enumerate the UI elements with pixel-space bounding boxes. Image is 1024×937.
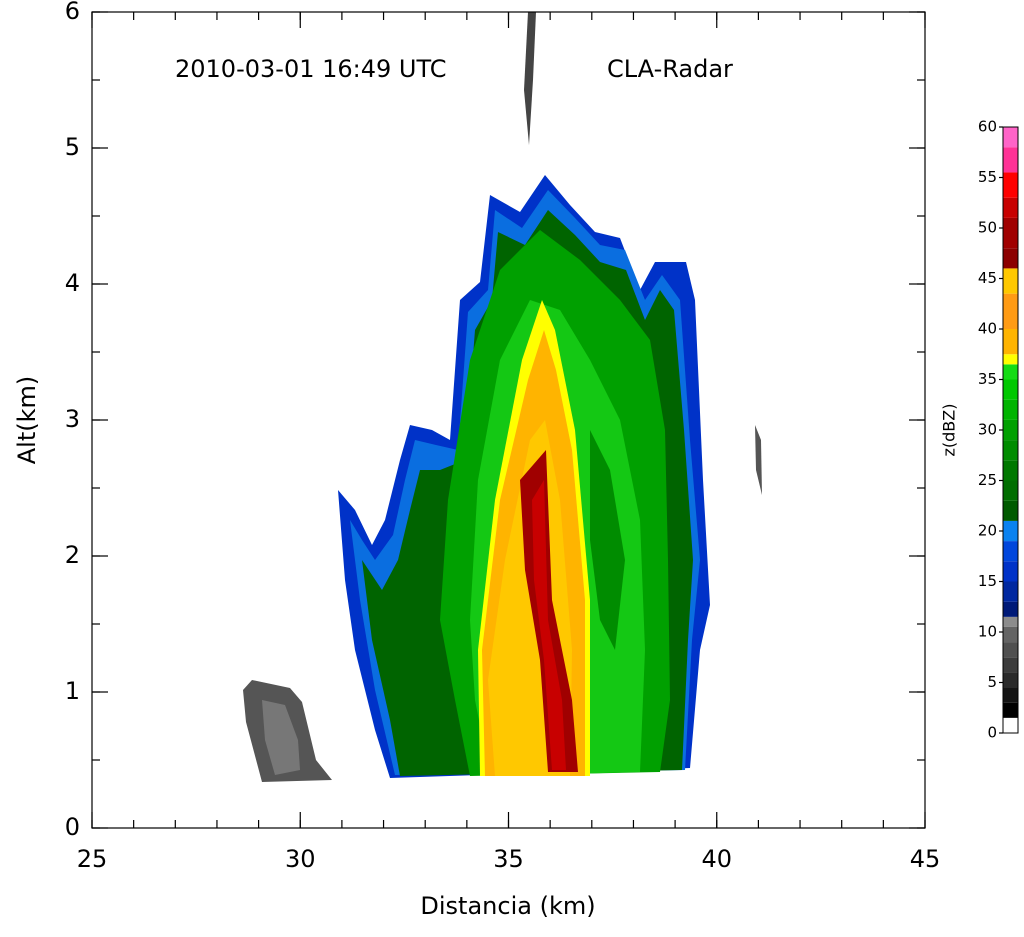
colorbar-tick-label: 40 (978, 320, 997, 338)
colorbar-band (1003, 364, 1018, 380)
echo-red-bright (532, 480, 566, 770)
colorbar-tick-label: 30 (978, 421, 997, 439)
colorbar-band (1003, 520, 1018, 542)
colorbar-band (1003, 657, 1018, 673)
colorbar-tick-label: 55 (978, 168, 997, 186)
colorbar-band (1003, 293, 1018, 329)
colorbar-band (1003, 127, 1018, 148)
colorbar-tick-label: 25 (978, 471, 997, 489)
y-tick-label: 3 (65, 405, 80, 433)
colorbar-band (1003, 440, 1018, 461)
colorbar-band (1003, 541, 1018, 562)
colorbar-label: z(dBZ) (940, 404, 959, 457)
y-tick-label: 5 (65, 133, 80, 161)
echo-green (590, 430, 625, 650)
colorbar-band (1003, 419, 1018, 441)
colorbar-band (1003, 399, 1018, 420)
colorbar-band (1003, 642, 1018, 658)
colorbar-tick-label: 5 (987, 673, 997, 691)
colorbar-band (1003, 687, 1018, 703)
colorbar-band (1003, 581, 1018, 602)
annotation: CLA-Radar (607, 55, 733, 83)
colorbar-band (1003, 329, 1018, 355)
y-axis-label: Alt(km) (13, 376, 41, 465)
colorbar-band (1003, 480, 1018, 501)
colorbar-band (1003, 702, 1018, 718)
colorbar-tick-label: 20 (978, 522, 997, 540)
colorbar-band (1003, 147, 1018, 173)
x-tick-label: 40 (701, 845, 732, 873)
colorbar-tick-label: 45 (978, 269, 997, 287)
echo-streak (755, 425, 762, 495)
radar-field (243, 12, 762, 782)
x-tick-label: 45 (910, 845, 941, 873)
colorbar-band (1003, 354, 1018, 365)
colorbar-band (1003, 626, 1018, 643)
x-axis-label: Distancia (km) (420, 892, 595, 920)
colorbar-tick-label: 35 (978, 370, 997, 388)
colorbar-tick-label: 50 (978, 219, 997, 237)
colorbar-band (1003, 500, 1018, 521)
colorbar-band (1003, 197, 1018, 218)
colorbar-band (1003, 717, 1018, 733)
y-tick-label: 2 (65, 541, 80, 569)
colorbar-band (1003, 460, 1018, 481)
colorbar-band (1003, 268, 1018, 294)
colorbar-band (1003, 561, 1018, 582)
echo-streak (524, 12, 536, 145)
annotation: 2010-03-01 16:49 UTC (175, 55, 446, 83)
colorbar-band (1003, 379, 1018, 400)
colorbar-band (1003, 217, 1018, 249)
colorbar-tick-label: 0 (987, 724, 997, 742)
x-tick-label: 30 (285, 845, 316, 873)
colorbar-tick-label: 10 (978, 623, 997, 641)
echo-grey (262, 700, 300, 775)
y-tick-label: 1 (65, 677, 80, 705)
colorbar-tick-label: 15 (978, 572, 997, 590)
colorbar-band (1003, 601, 1018, 617)
y-tick-label: 6 (65, 0, 80, 25)
x-tick-label: 35 (493, 845, 524, 873)
x-tick-label: 25 (77, 845, 108, 873)
colorbar-band (1003, 248, 1018, 269)
y-tick-label: 4 (65, 269, 80, 297)
colorbar-band (1003, 172, 1018, 198)
colorbar-band (1003, 672, 1018, 688)
colorbar-tick-label: 60 (978, 118, 997, 136)
y-tick-label: 0 (65, 813, 80, 841)
colorbar-band (1003, 616, 1018, 627)
